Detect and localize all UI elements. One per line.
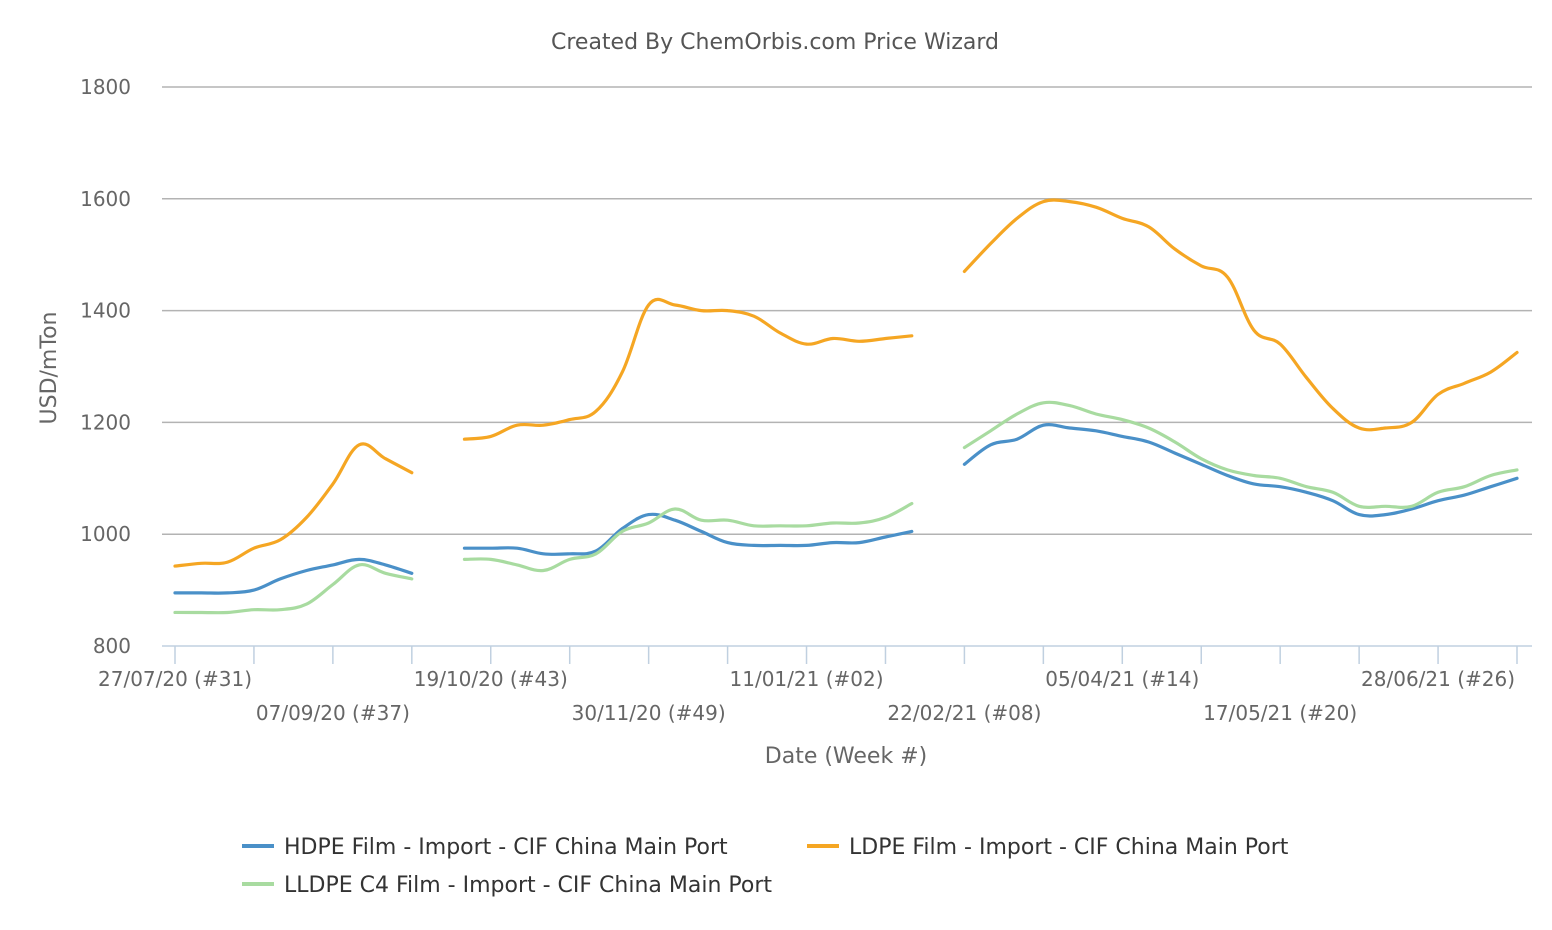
y-axis-title: USD/mTon <box>37 312 62 425</box>
series-lines <box>173 198 1519 615</box>
series-line <box>962 400 1519 509</box>
y-tick-label: 1000 <box>80 522 131 546</box>
gridlines <box>162 86 1532 535</box>
x-tick-label: 19/10/20 (#43) <box>414 667 568 691</box>
x-axis-title: Date (Week #) <box>765 744 927 769</box>
legend-item[interactable]: HDPE Film - Import - CIF China Main Port <box>242 835 728 860</box>
x-axis: 27/07/20 (#31)07/09/20 (#37)19/10/20 (#4… <box>98 645 1532 725</box>
y-tick-label: 1200 <box>80 410 131 434</box>
series-line <box>962 198 1519 432</box>
series-line <box>173 562 414 615</box>
x-tick-label: 30/11/20 (#49) <box>572 701 726 725</box>
legend-label: LLDPE C4 Film - Import - CIF China Main … <box>284 873 772 898</box>
y-tick-label: 1400 <box>80 299 131 323</box>
series-line <box>962 423 1519 518</box>
series-line <box>462 501 914 573</box>
legend-item[interactable]: LLDPE C4 Film - Import - CIF China Main … <box>242 873 772 898</box>
x-tick-label: 22/02/21 (#08) <box>887 701 1041 725</box>
x-tick-label: 17/05/21 (#20) <box>1203 701 1357 725</box>
x-tick-label: 28/06/21 (#26) <box>1361 667 1515 691</box>
series-line <box>462 297 914 441</box>
series-line <box>173 442 414 568</box>
legend-label: HDPE Film - Import - CIF China Main Port <box>284 835 728 860</box>
x-tick-label: 05/04/21 (#14) <box>1045 667 1199 691</box>
x-tick-label: 27/07/20 (#31) <box>98 667 252 691</box>
series-line <box>462 512 914 556</box>
series-line <box>173 557 414 595</box>
y-axis: 800 1000 1200 1400 1600 1800 <box>80 75 131 658</box>
y-tick-label: 1600 <box>80 187 131 211</box>
y-tick-label: 1800 <box>80 75 131 99</box>
x-tick-label: 07/09/20 (#37) <box>256 701 410 725</box>
legend[interactable]: HDPE Film - Import - CIF China Main Port… <box>242 835 1289 898</box>
y-tick-label: 800 <box>93 634 131 658</box>
x-tick-label: 11/01/21 (#02) <box>730 667 884 691</box>
legend-item[interactable]: LDPE Film - Import - CIF China Main Port <box>807 835 1289 860</box>
legend-label: LDPE Film - Import - CIF China Main Port <box>849 835 1289 860</box>
chart-title: Created By ChemOrbis.com Price Wizard <box>551 30 999 55</box>
